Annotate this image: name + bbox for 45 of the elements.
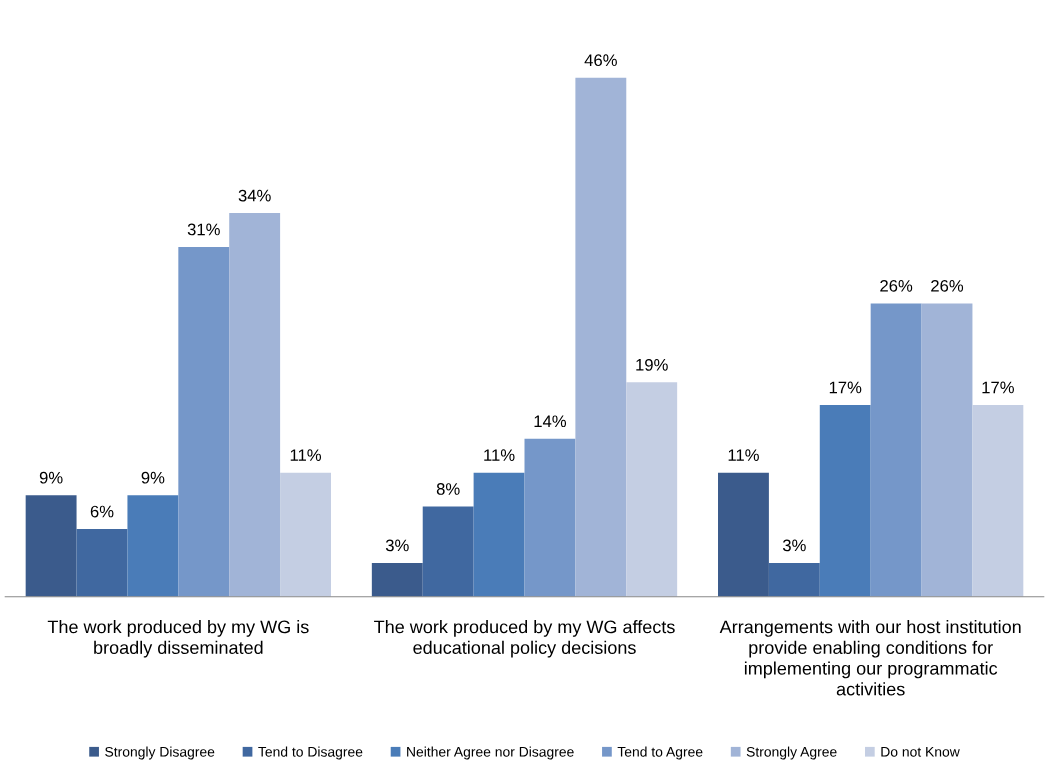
data-label: 17% bbox=[829, 381, 862, 394]
data-label: 11% bbox=[290, 449, 322, 461]
bar bbox=[819, 404, 871, 597]
legend-label: Neither Agree nor Disagree bbox=[407, 746, 574, 760]
legend-label: Strongly Agree bbox=[746, 746, 837, 760]
legend-label: Do not Know bbox=[881, 747, 960, 757]
x-tick-label: The work produced by my WG affects educational policy decisions bbox=[374, 620, 675, 658]
data-label: 9% bbox=[39, 471, 63, 484]
legend-label: Tend to Agree bbox=[617, 746, 703, 760]
data-label: 9% bbox=[141, 471, 165, 484]
bar bbox=[76, 529, 128, 597]
bar bbox=[524, 438, 576, 597]
data-label: 34% bbox=[238, 189, 271, 202]
bar bbox=[768, 562, 820, 597]
bar bbox=[870, 303, 922, 597]
bar bbox=[972, 404, 1024, 597]
bar bbox=[229, 213, 281, 597]
bar bbox=[626, 382, 678, 597]
bar bbox=[575, 77, 627, 597]
bar bbox=[127, 495, 179, 597]
data-label: 17% bbox=[982, 381, 1014, 394]
bar bbox=[178, 246, 230, 597]
data-label: 11% bbox=[728, 449, 759, 461]
legend-label: Strongly Disagree bbox=[105, 746, 215, 760]
data-label: 26% bbox=[931, 279, 964, 292]
data-label: 6% bbox=[90, 505, 114, 518]
bar bbox=[25, 495, 77, 597]
bar bbox=[371, 562, 423, 597]
bar bbox=[718, 472, 769, 597]
data-label: 11% bbox=[484, 449, 515, 461]
data-label: 26% bbox=[880, 279, 913, 292]
legend-label: Tend to Disagree bbox=[258, 746, 363, 760]
bar bbox=[921, 303, 973, 597]
data-label: 46% bbox=[584, 54, 617, 67]
data-label: 3% bbox=[782, 539, 806, 552]
bar bbox=[280, 472, 331, 597]
data-label: 14% bbox=[534, 415, 567, 428]
bar bbox=[422, 506, 474, 597]
data-label: 3% bbox=[385, 539, 409, 552]
bar bbox=[473, 472, 525, 597]
x-tick-label: The work produced by my WG is broadly disseminated bbox=[47, 620, 309, 658]
data-label: 31% bbox=[187, 223, 220, 236]
x-tick-label: Arrangements with our host institution provide enabling conditions for implementing our programmatic activities bbox=[719, 620, 1021, 696]
data-label: 19% bbox=[636, 358, 668, 371]
data-label: 8% bbox=[436, 483, 460, 495]
